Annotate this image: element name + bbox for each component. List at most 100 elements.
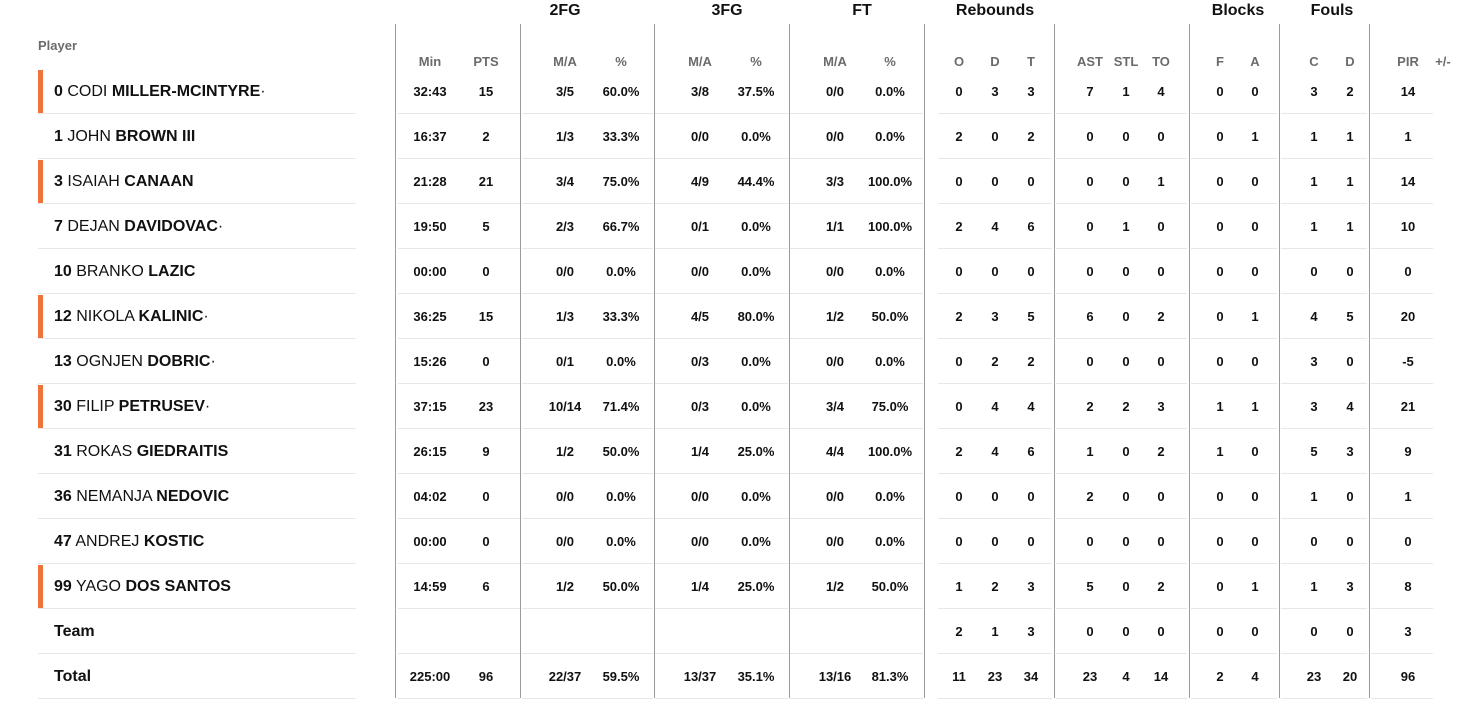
player-name-link[interactable]: 3 ISAIAH CANAAN bbox=[54, 159, 194, 204]
starter-indicator bbox=[38, 565, 43, 608]
cell-stl: 0 bbox=[1122, 534, 1130, 549]
cell-reb-d: 23 bbox=[987, 669, 1003, 684]
player-name-link[interactable]: 99 YAGO DOS SANTOS bbox=[54, 564, 231, 609]
cell-blk-a: 0 bbox=[1251, 624, 1259, 639]
player-name-link[interactable]: 13 OGNJEN DOBRIC· bbox=[54, 339, 216, 384]
cell-reb-o: 0 bbox=[955, 399, 963, 414]
cell-blk-a: 0 bbox=[1251, 264, 1259, 279]
group-header-fouls: Fouls bbox=[1310, 2, 1354, 19]
table-row[interactable]: 10 BRANKO LAZIC 00:00 0 0/0 0.0% 0/0 0.0% 0/0 0.… bbox=[38, 249, 1433, 294]
row-divider bbox=[522, 158, 653, 159]
player-name-link[interactable]: 31 ROKAS GIEDRAITIS bbox=[54, 429, 228, 474]
row-divider bbox=[938, 428, 1052, 429]
column-header-reb-t[interactable]: T bbox=[1027, 54, 1035, 69]
column-header-foul-d[interactable]: D bbox=[1345, 54, 1355, 69]
cell-reb-o: 0 bbox=[955, 354, 963, 369]
player-last-name: DOBRIC bbox=[147, 353, 211, 370]
player-name-link[interactable]: 10 BRANKO LAZIC bbox=[54, 249, 195, 294]
row-divider bbox=[938, 473, 1052, 474]
player-name-link[interactable]: 36 NEMANJA NEDOVIC bbox=[54, 474, 229, 519]
column-header-stl[interactable]: STL bbox=[1113, 54, 1139, 69]
cell-stl: 0 bbox=[1122, 309, 1130, 324]
player-name-link[interactable]: 0 CODI MILLER-MCINTYRE· bbox=[54, 69, 266, 114]
cell-ft-ma: 1/2 bbox=[825, 579, 845, 594]
cell-ft-ma: 1/1 bbox=[825, 219, 845, 234]
cell-blk-f: 0 bbox=[1216, 129, 1224, 144]
table-row[interactable]: 47 ANDREJ KOSTIC 00:00 0 0/0 0.0% 0/0 0.0% 0/0 0… bbox=[38, 519, 1433, 564]
row-divider bbox=[655, 473, 788, 474]
table-row[interactable]: 99 YAGO DOS SANTOS 14:59 6 1/2 50.0% 1/4 25.0%… bbox=[38, 564, 1433, 609]
cell-blk-a: 0 bbox=[1251, 219, 1259, 234]
column-header-3fg-pct[interactable]: % bbox=[750, 54, 762, 69]
cell-3fg-ma: 0/3 bbox=[690, 354, 710, 369]
cell-3fg-pct: 35.1% bbox=[737, 669, 775, 684]
row-divider bbox=[1371, 203, 1433, 204]
cell-ast: 0 bbox=[1086, 129, 1094, 144]
column-header-blk-a[interactable]: A bbox=[1250, 54, 1260, 69]
cell-stl: 0 bbox=[1122, 624, 1130, 639]
column-header-2fg-pct[interactable]: % bbox=[615, 54, 627, 69]
player-column-header[interactable]: Player bbox=[38, 38, 78, 53]
cell-2fg-pct: 50.0% bbox=[602, 444, 640, 459]
cell-pts: 2 bbox=[482, 129, 490, 144]
cell-blk-a: 0 bbox=[1251, 84, 1259, 99]
player-number: 10 bbox=[54, 263, 72, 280]
column-header-ft-ma[interactable]: M/A bbox=[823, 54, 847, 69]
table-row[interactable]: 3 ISAIAH CANAAN 21:28 21 3/4 75.0% 4/9 44.4% 3/… bbox=[38, 159, 1433, 204]
column-header-reb-o[interactable]: O bbox=[953, 54, 965, 69]
player-name-link[interactable]: 12 NIKOLA KALINIC· bbox=[54, 294, 209, 339]
column-header-foul-c[interactable]: C bbox=[1309, 54, 1319, 69]
on-court-marker: · bbox=[204, 398, 211, 415]
player-name-link[interactable]: 30 FILIP PETRUSEV· bbox=[54, 384, 210, 429]
row-divider bbox=[1191, 428, 1277, 429]
cell-pts: 0 bbox=[482, 354, 490, 369]
table-row[interactable]: 31 ROKAS GIEDRAITIS 26:15 9 1/2 50.0% 1/4 25.0… bbox=[38, 429, 1433, 474]
column-header-ast[interactable]: AST bbox=[1077, 54, 1103, 69]
cell-to: 2 bbox=[1157, 309, 1165, 324]
cell-2fg-pct: 50.0% bbox=[602, 579, 640, 594]
player-name-link[interactable]: 1 JOHN BROWN III bbox=[54, 114, 195, 159]
cell-ast: 0 bbox=[1086, 354, 1094, 369]
cell-reb-d: 2 bbox=[991, 354, 999, 369]
cell-2fg-ma: 0/1 bbox=[555, 354, 575, 369]
column-header-pir[interactable]: PIR bbox=[1397, 54, 1419, 69]
table-row[interactable]: 30 FILIP PETRUSEV· 37:15 23 10/14 71.4% 0/3 0.… bbox=[38, 384, 1433, 429]
table-row[interactable]: 0 CODI MILLER-MCINTYRE· 32:43 15 3/5 60.0% 3/… bbox=[38, 69, 1433, 114]
table-row[interactable]: 1 JOHN BROWN III 16:37 2 1/3 33.3% 0/0 0.0% 0/0… bbox=[38, 114, 1433, 159]
column-header-2fg-ma[interactable]: M/A bbox=[553, 54, 577, 69]
column-header-3fg-ma[interactable]: M/A bbox=[688, 54, 712, 69]
row-divider bbox=[790, 113, 923, 114]
row-divider bbox=[1191, 608, 1277, 609]
cell-reb-o: 0 bbox=[955, 174, 963, 189]
cell-ft-ma: 4/4 bbox=[825, 444, 845, 459]
row-divider bbox=[38, 473, 356, 474]
column-header-pts[interactable]: PTS bbox=[473, 54, 499, 69]
cell-3fg-pct: 0.0% bbox=[741, 129, 771, 144]
row-divider bbox=[1281, 608, 1367, 609]
column-header-plus-minus[interactable]: +/- bbox=[1435, 54, 1451, 69]
column-header-ft-pct[interactable]: % bbox=[884, 54, 896, 69]
player-name-link[interactable]: 47 ANDREJ KOSTIC bbox=[54, 519, 204, 564]
cell-2fg-pct: 33.3% bbox=[602, 309, 640, 324]
cell-ft-pct: 0.0% bbox=[875, 489, 905, 504]
table-row[interactable]: 12 NIKOLA KALINIC· 36:25 15 1/3 33.3% 4/5 80.0… bbox=[38, 294, 1433, 339]
cell-reb-d: 2 bbox=[991, 579, 999, 594]
table-row[interactable]: 7 DEJAN DAVIDOVAC· 19:50 5 2/3 66.7% 0/1 0.0% 1… bbox=[38, 204, 1433, 249]
column-header-blk-f[interactable]: F bbox=[1216, 54, 1224, 69]
row-divider bbox=[1281, 653, 1367, 654]
row-divider bbox=[1056, 248, 1187, 249]
cell-to: 2 bbox=[1157, 444, 1165, 459]
cell-foul-d: 20 bbox=[1342, 669, 1358, 684]
table-row[interactable]: 13 OGNJEN DOBRIC· 15:26 0 0/1 0.0% 0/3 0.0% 0/0… bbox=[38, 339, 1433, 384]
column-header-min[interactable]: Min bbox=[418, 54, 442, 69]
row-divider bbox=[655, 338, 788, 339]
player-first-name: FILIP bbox=[76, 398, 115, 415]
cell-plus-minus bbox=[1411, 474, 1473, 519]
cell-to: 2 bbox=[1157, 579, 1165, 594]
column-header-to[interactable]: TO bbox=[1152, 54, 1170, 69]
table-row[interactable]: 36 NEMANJA NEDOVIC 04:02 0 0/0 0.0% 0/0 0.0% 0/… bbox=[38, 474, 1433, 519]
cell-3fg-pct: 25.0% bbox=[737, 444, 775, 459]
player-name-link[interactable]: 7 DEJAN DAVIDOVAC· bbox=[54, 204, 223, 249]
column-header-reb-d[interactable]: D bbox=[990, 54, 1000, 69]
divider-fouls bbox=[1279, 24, 1280, 698]
